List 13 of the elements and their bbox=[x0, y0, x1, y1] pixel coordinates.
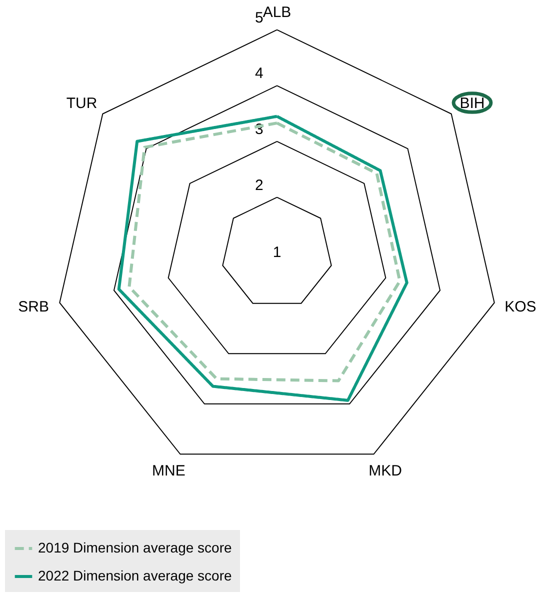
spoke-label: SRB bbox=[18, 298, 49, 316]
spoke-label: ALB bbox=[262, 4, 292, 21]
legend-label: 2022 Dimension average score bbox=[38, 568, 232, 584]
y-tick-label: 2 bbox=[254, 176, 264, 194]
y-tick-label: 4 bbox=[254, 65, 264, 82]
y-tick-label: 1 bbox=[272, 244, 282, 261]
spoke-label: MKD bbox=[368, 462, 402, 480]
legend-label: 2019 Dimension average score bbox=[38, 540, 232, 556]
spoke-label: KOS bbox=[504, 298, 536, 316]
spoke-label: TUR bbox=[66, 94, 98, 112]
spoke-label: MNE bbox=[152, 462, 186, 480]
spoke-label: BIH bbox=[460, 94, 485, 112]
y-tick-label: 5 bbox=[254, 9, 264, 26]
